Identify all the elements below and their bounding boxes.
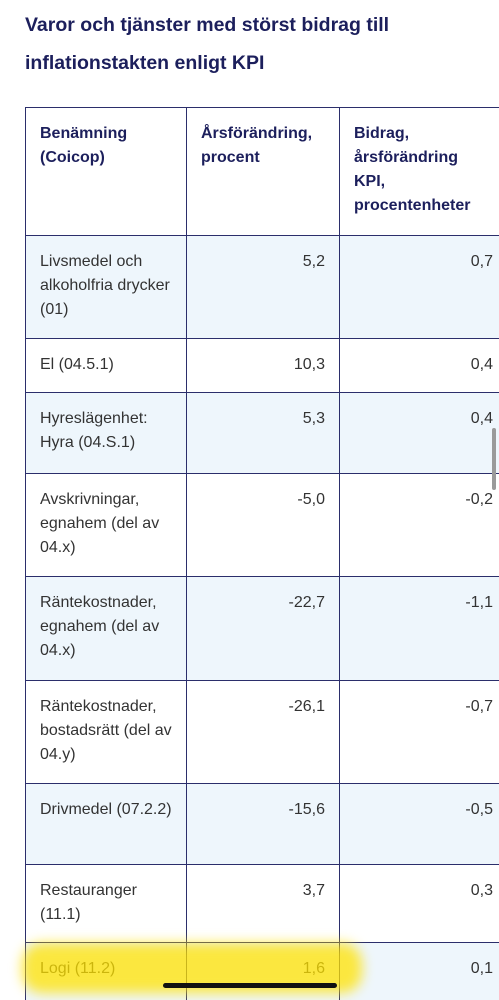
column-header: Bidrag, årsförändring KPI, procentenhete… xyxy=(339,107,499,236)
data-table: Benämning (Coicop) Årsförändring, procent… xyxy=(25,107,499,1000)
value-cell: 0,1 xyxy=(339,942,499,1000)
table-row: Livsmedel och alkoholfria drycker (01) 5,… xyxy=(25,235,499,339)
table-row: Restauranger (11.1) 3,7 0,3 xyxy=(25,864,499,943)
item-name: Räntekostnader, egnahem (del av 04.x) xyxy=(25,576,187,681)
value-cell: -0,2 xyxy=(339,473,499,577)
table-container: Benämning (Coicop) Årsförändring, procent… xyxy=(25,107,499,1000)
value-cell: 0,7 xyxy=(339,235,499,339)
value-cell: -22,7 xyxy=(186,576,340,681)
value-cell: 5,2 xyxy=(186,235,340,339)
table-row: Räntekostnader, egnahem (del av 04.x) -22… xyxy=(25,576,499,681)
value-cell: 0,4 xyxy=(339,338,499,393)
item-name: Hyreslägenhet: Hyra (04.S.1) xyxy=(25,392,187,474)
value-cell: -0,5 xyxy=(339,783,499,865)
header-row: Benämning (Coicop) Årsförändring, procent… xyxy=(25,107,499,236)
table-row: Avskrivningar, egnahem (del av 04.x) -5,0… xyxy=(25,473,499,577)
value-cell: 0,3 xyxy=(339,864,499,943)
column-header: Årsförändring, procent xyxy=(186,107,340,236)
value-cell: 0,4 xyxy=(339,392,499,474)
value-cell: 3,7 xyxy=(186,864,340,943)
value-cell: -26,1 xyxy=(186,680,340,784)
value-cell: 10,3 xyxy=(186,338,340,393)
value-cell: -15,6 xyxy=(186,783,340,865)
table-row: Drivmedel (07.2.2) -15,6 -0,5 xyxy=(25,783,499,865)
value-cell: -1,1 xyxy=(339,576,499,681)
table-row: Räntekostnader, bostadsrätt (del av 04.y… xyxy=(25,680,499,784)
item-name: Avskrivningar, egnahem (del av 04.x) xyxy=(25,473,187,577)
item-name: Restauranger (11.1) xyxy=(25,864,187,943)
item-name: El (04.5.1) xyxy=(25,338,187,393)
page-title: Varor och tjänster med störst bidrag til… xyxy=(25,14,390,74)
table-row: El (04.5.1) 10,3 0,4 xyxy=(25,338,499,393)
item-name: Livsmedel och alkoholfria drycker (01) xyxy=(25,235,187,339)
item-name: Drivmedel (07.2.2) xyxy=(25,783,187,865)
value-cell: -0,7 xyxy=(339,680,499,784)
table-row: Hyreslägenhet: Hyra (04.S.1) 5,3 0,4 xyxy=(25,392,499,474)
scrollbar xyxy=(492,428,496,490)
value-cell: -5,0 xyxy=(186,473,340,577)
value-cell: 5,3 xyxy=(186,392,340,474)
item-name: Räntekostnader, bostadsrätt (del av 04.y… xyxy=(25,680,187,784)
home-indicator xyxy=(163,983,337,988)
column-header: Benämning (Coicop) xyxy=(25,107,187,236)
table-body: Livsmedel och alkoholfria drycker (01) 5,… xyxy=(25,235,499,1000)
